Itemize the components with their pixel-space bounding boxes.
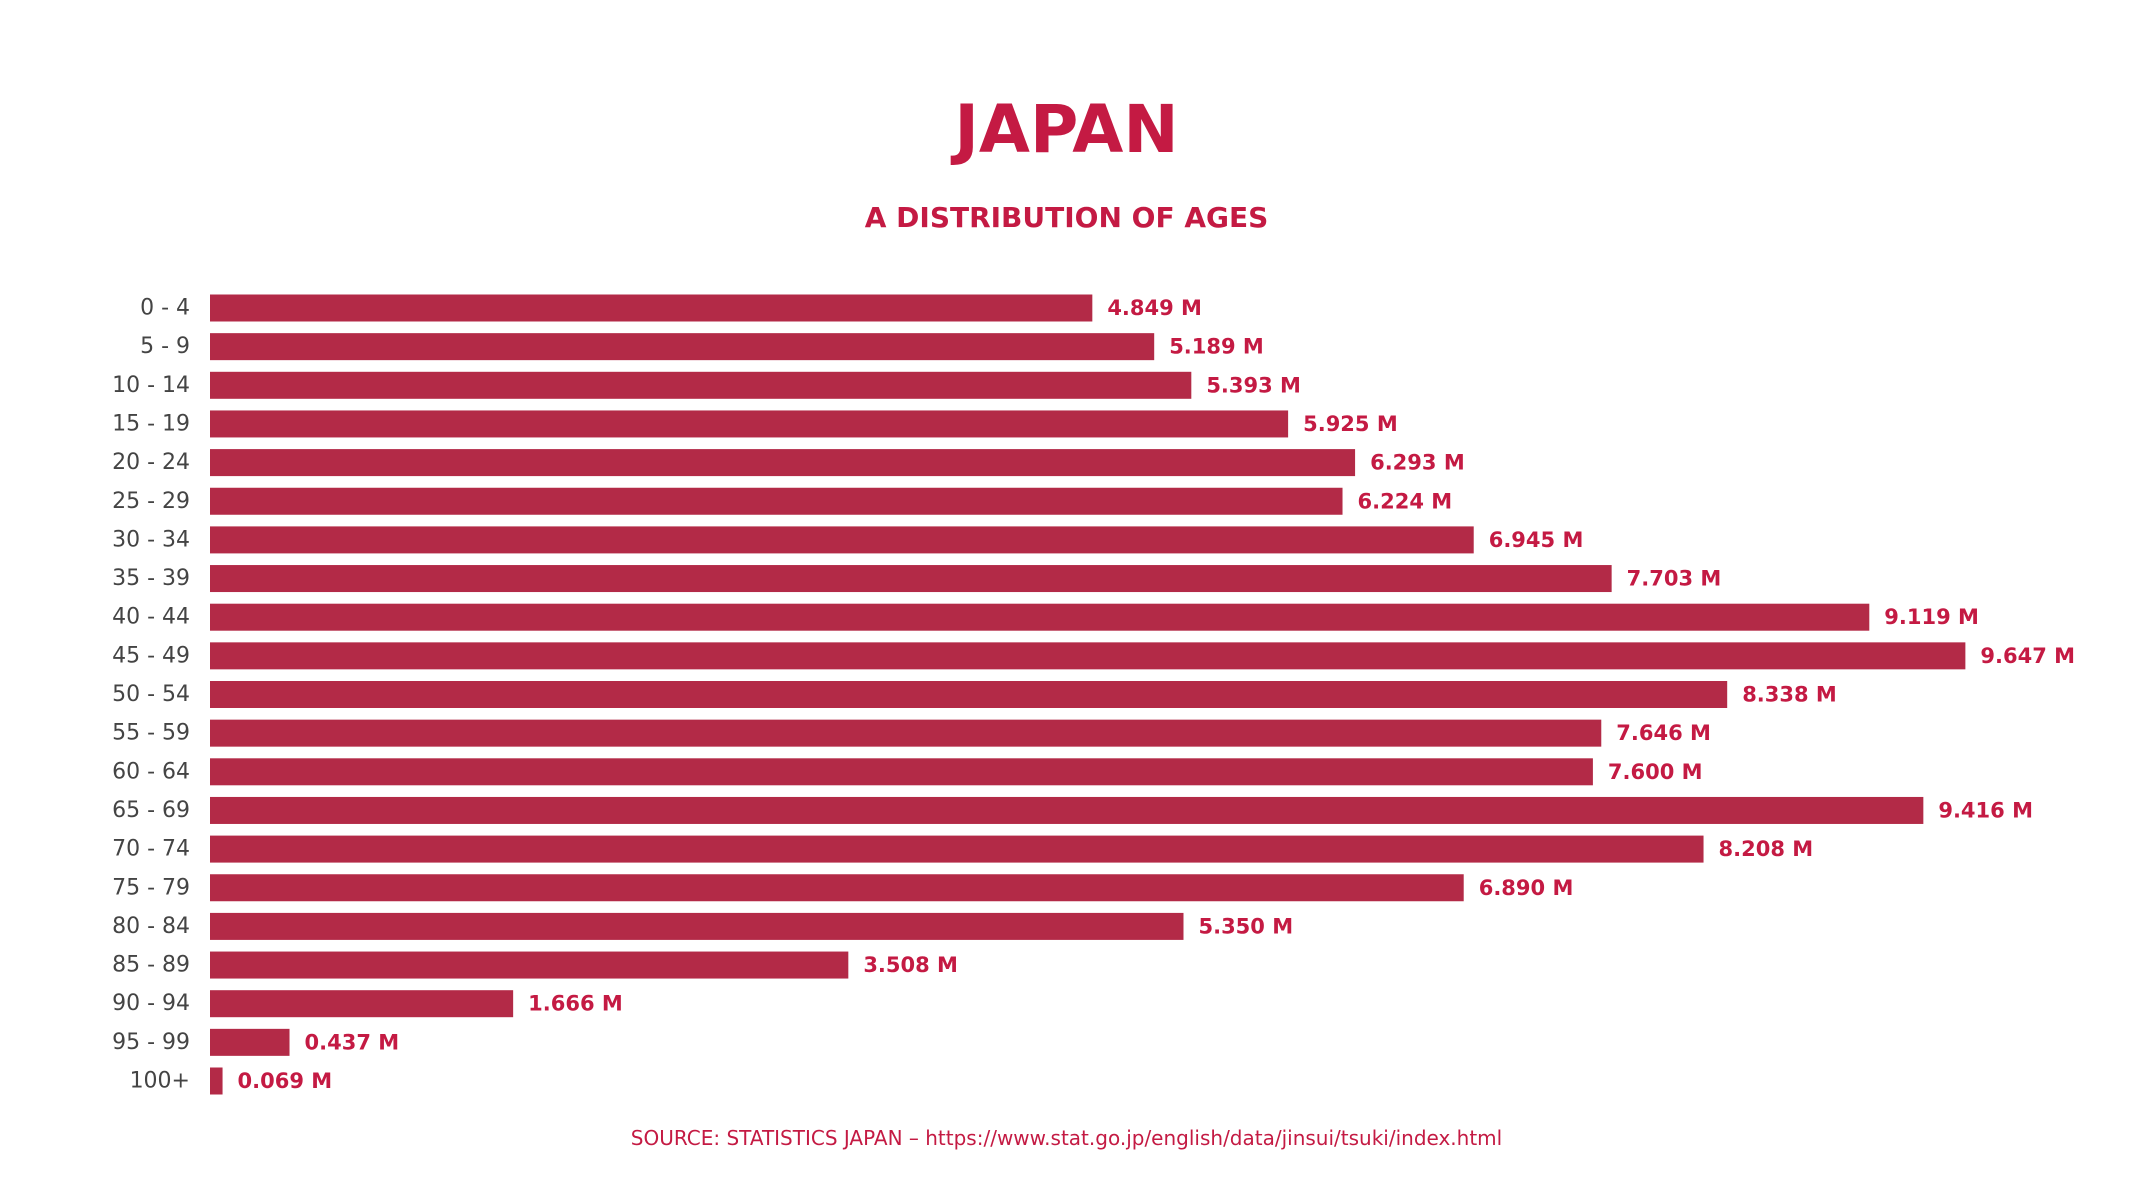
category-label: 100+ [130, 1069, 190, 1094]
category-label: 5 - 9 [140, 334, 190, 359]
value-label: 0.437 M [305, 1030, 400, 1054]
category-label: 30 - 34 [112, 527, 190, 552]
bar [210, 410, 1289, 438]
bar [210, 565, 1612, 593]
bar [210, 1067, 223, 1095]
category-label: 15 - 19 [112, 411, 190, 436]
category-label: 85 - 89 [112, 953, 190, 978]
bar [210, 642, 1966, 670]
value-label: 9.647 M [1980, 644, 2075, 668]
value-label: 5.393 M [1206, 373, 1301, 397]
value-label: 7.600 M [1608, 760, 1703, 784]
category-label: 90 - 94 [112, 991, 190, 1016]
category-label: 75 - 79 [112, 875, 190, 900]
value-label: 5.925 M [1303, 412, 1398, 436]
category-label: 20 - 24 [112, 450, 190, 475]
value-label: 8.338 M [1742, 683, 1837, 707]
value-label: 7.703 M [1627, 567, 1722, 591]
bar [210, 874, 1464, 902]
value-label: 6.293 M [1370, 451, 1465, 475]
bar [210, 1028, 290, 1056]
bar [210, 912, 1184, 940]
value-labels: 4.849 M 5.189 M 5.393 M5.925 M 6.293 M 6.224… [238, 296, 2075, 1093]
category-label: 25 - 29 [112, 489, 190, 514]
category-label: 70 - 74 [112, 837, 190, 862]
bars [210, 294, 1966, 1095]
category-label: 45 - 49 [112, 643, 190, 668]
value-label: 9.416 M [1938, 798, 2033, 822]
value-label: 1.666 M [528, 992, 623, 1016]
category-label: 35 - 39 [112, 566, 190, 591]
chart-source: SOURCE: STATISTICS JAPAN – https://www.s… [630, 1126, 1503, 1150]
value-label: 5.189 M [1169, 335, 1264, 359]
bar [210, 294, 1093, 322]
bar [210, 603, 1870, 631]
bar [210, 796, 1924, 824]
category-label: 55 - 59 [112, 721, 190, 746]
value-label: 5.350 M [1198, 914, 1293, 938]
bar [210, 371, 1192, 399]
value-label: 6.945 M [1489, 528, 1584, 552]
bar [210, 681, 1728, 708]
category-label: 80 - 84 [112, 914, 190, 939]
bar [210, 526, 1474, 554]
chart-subtitle: A DISTRIBUTION OF AGES [864, 201, 1269, 234]
value-label: 9.119 M [1884, 605, 1979, 629]
category-label: 60 - 64 [112, 759, 190, 784]
value-label: 6.224 M [1358, 489, 1453, 513]
value-label: 8.208 M [1719, 837, 1814, 861]
category-label: 95 - 99 [112, 1030, 190, 1055]
bar [210, 333, 1155, 361]
value-label: 7.646 M [1616, 721, 1711, 745]
bar [210, 449, 1356, 477]
chart-title: JAPAN [954, 91, 1179, 168]
bar [210, 758, 1593, 786]
bar [210, 990, 514, 1018]
value-label: 6.890 M [1479, 876, 1574, 900]
bar [210, 719, 1602, 747]
category-labels: 0 - 4 5 - 9 10 - 14 15 - 19 20 - 24 25 - 29 30… [112, 296, 190, 1094]
value-label: 4.849 M [1107, 296, 1202, 320]
category-label: 0 - 4 [140, 296, 190, 321]
value-label: 0.069 M [238, 1069, 333, 1093]
bar [210, 487, 1343, 515]
category-label: 10 - 14 [112, 373, 190, 398]
category-label: 50 - 54 [112, 682, 190, 707]
bar [210, 951, 849, 979]
bar [210, 835, 1704, 863]
category-label: 65 - 69 [112, 798, 190, 823]
value-label: 3.508 M [863, 953, 958, 977]
category-label: 40 - 44 [112, 605, 190, 630]
